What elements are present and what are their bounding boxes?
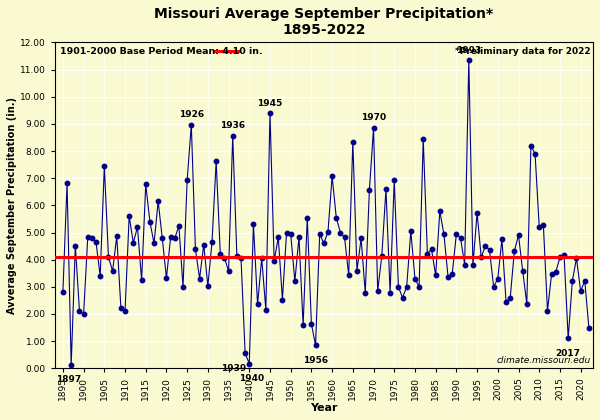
Text: 1956: 1956 <box>303 356 328 365</box>
Text: 1970: 1970 <box>361 113 386 123</box>
Text: 1945: 1945 <box>257 99 283 108</box>
Text: 1940: 1940 <box>239 374 265 383</box>
Text: 1936: 1936 <box>220 121 245 130</box>
Text: 1939: 1939 <box>221 364 247 373</box>
Y-axis label: Avverage September Precipitation (in.): Avverage September Precipitation (in.) <box>7 97 17 314</box>
Text: 1901-2000 Base Period Mean: 4.10 in.: 1901-2000 Base Period Mean: 4.10 in. <box>60 47 263 56</box>
Text: climate.missouri.edu: climate.missouri.edu <box>496 356 590 365</box>
Text: 2017: 2017 <box>556 349 581 358</box>
Text: 1897: 1897 <box>56 375 81 384</box>
Text: *Preliminary data for 2022: *Preliminary data for 2022 <box>455 47 590 56</box>
X-axis label: Year: Year <box>310 403 338 413</box>
Title: Missouri Average September Precipitation*
1895-2022: Missouri Average September Precipitation… <box>154 7 493 37</box>
Text: 1926: 1926 <box>179 110 204 119</box>
Text: 1993: 1993 <box>456 45 481 55</box>
